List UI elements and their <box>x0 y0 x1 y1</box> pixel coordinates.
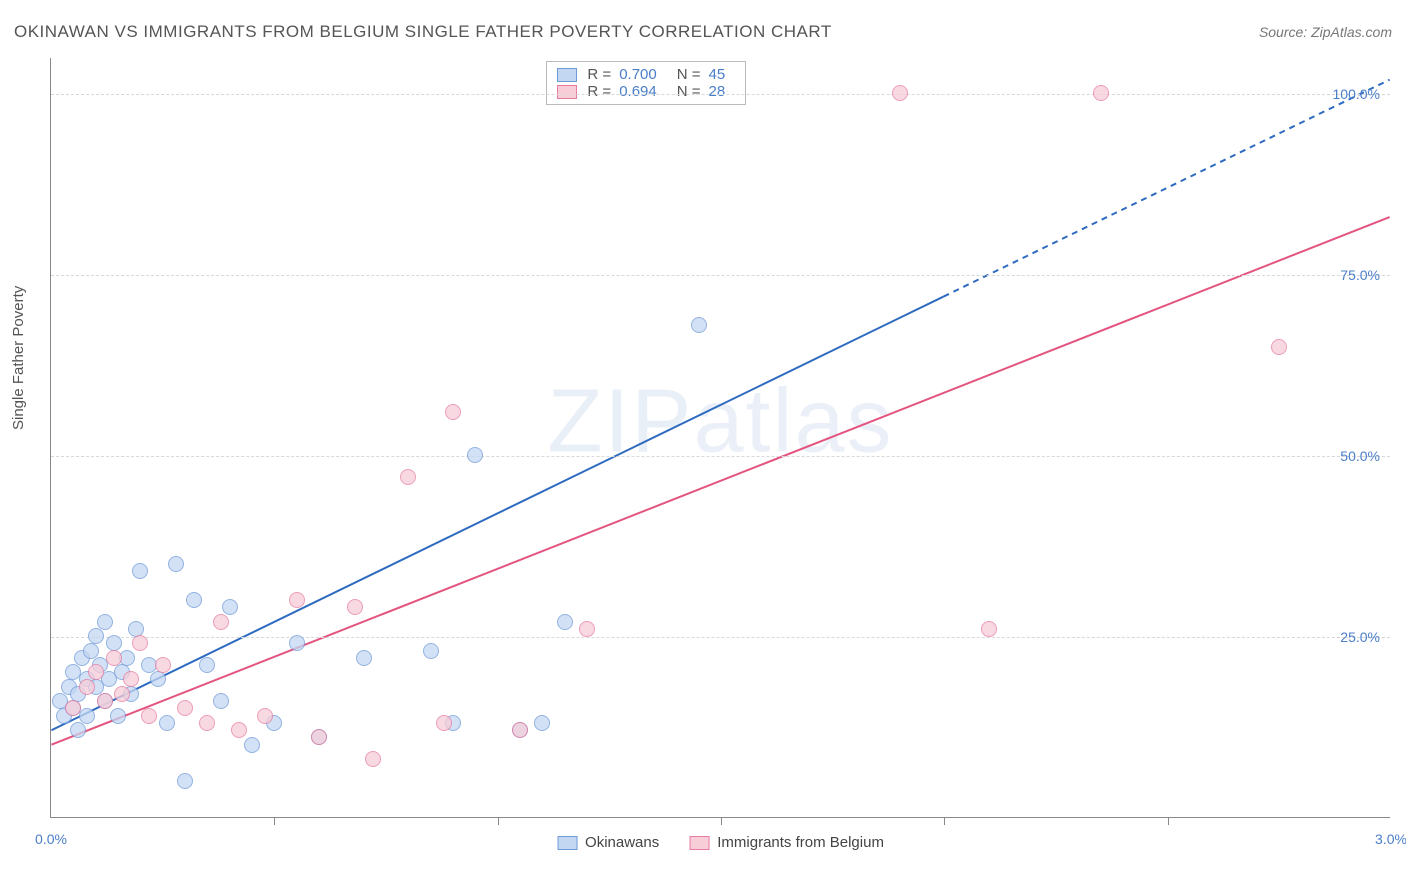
data-point <box>347 599 363 615</box>
y-tick-label: 100.0% <box>1333 86 1380 102</box>
data-point <box>132 635 148 651</box>
data-point <box>691 317 707 333</box>
data-point <box>222 599 238 615</box>
data-point <box>423 643 439 659</box>
data-point <box>557 614 573 630</box>
y-axis-label: Single Father Poverty <box>10 286 27 430</box>
data-point <box>981 621 997 637</box>
data-point <box>512 722 528 738</box>
series-legend: Okinawans Immigrants from Belgium <box>557 834 884 851</box>
data-point <box>97 614 113 630</box>
data-point <box>311 729 327 745</box>
source-attribution: Source: ZipAtlas.com <box>1259 24 1392 40</box>
data-point <box>213 693 229 709</box>
data-point <box>534 715 550 731</box>
x-tick-label: 0.0% <box>35 831 67 847</box>
legend-item: Immigrants from Belgium <box>689 834 884 851</box>
data-point <box>186 592 202 608</box>
gridline <box>51 637 1390 638</box>
stats-legend-row: R =0.700N =45 <box>557 66 735 83</box>
data-point <box>365 751 381 767</box>
gridline <box>51 94 1390 95</box>
legend-item: Okinawans <box>557 834 659 851</box>
data-point <box>289 592 305 608</box>
data-point <box>97 693 113 709</box>
data-point <box>106 650 122 666</box>
stats-legend-row: R =0.694N =28 <box>557 83 735 100</box>
x-tick <box>1168 817 1169 825</box>
y-tick-label: 75.0% <box>1340 267 1380 283</box>
data-point <box>244 737 260 753</box>
data-point <box>150 671 166 687</box>
data-point <box>88 664 104 680</box>
data-point <box>88 628 104 644</box>
data-point <box>1093 85 1109 101</box>
data-point <box>123 671 139 687</box>
data-point <box>177 773 193 789</box>
data-point <box>289 635 305 651</box>
data-point <box>436 715 452 731</box>
data-point <box>79 679 95 695</box>
data-point <box>400 469 416 485</box>
y-tick-label: 25.0% <box>1340 629 1380 645</box>
data-point <box>213 614 229 630</box>
trend-line <box>51 297 943 731</box>
chart-title: OKINAWAN VS IMMIGRANTS FROM BELGIUM SING… <box>14 22 832 42</box>
data-point <box>65 700 81 716</box>
data-point <box>168 556 184 572</box>
data-point <box>199 657 215 673</box>
data-point <box>83 643 99 659</box>
trend-line <box>51 217 1389 745</box>
data-point <box>132 563 148 579</box>
data-point <box>892 85 908 101</box>
data-point <box>356 650 372 666</box>
x-tick <box>498 817 499 825</box>
data-point <box>231 722 247 738</box>
scatter-plot: ZIPatlas R =0.700N =45R =0.694N =28 Okin… <box>50 58 1390 818</box>
watermark: ZIPatlas <box>547 371 893 474</box>
data-point <box>579 621 595 637</box>
data-point <box>70 722 86 738</box>
gridline <box>51 456 1390 457</box>
data-point <box>257 708 273 724</box>
data-point <box>199 715 215 731</box>
data-point <box>177 700 193 716</box>
data-point <box>141 708 157 724</box>
data-point <box>159 715 175 731</box>
data-point <box>445 404 461 420</box>
trend-line-extrapolated <box>944 80 1390 297</box>
data-point <box>467 447 483 463</box>
data-point <box>1271 339 1287 355</box>
data-point <box>155 657 171 673</box>
data-point <box>110 708 126 724</box>
x-tick <box>944 817 945 825</box>
data-point <box>114 686 130 702</box>
x-tick <box>274 817 275 825</box>
correlation-stats-legend: R =0.700N =45R =0.694N =28 <box>546 61 746 105</box>
x-tick-label: 3.0% <box>1375 831 1406 847</box>
y-tick-label: 50.0% <box>1340 448 1380 464</box>
x-tick <box>721 817 722 825</box>
gridline <box>51 275 1390 276</box>
